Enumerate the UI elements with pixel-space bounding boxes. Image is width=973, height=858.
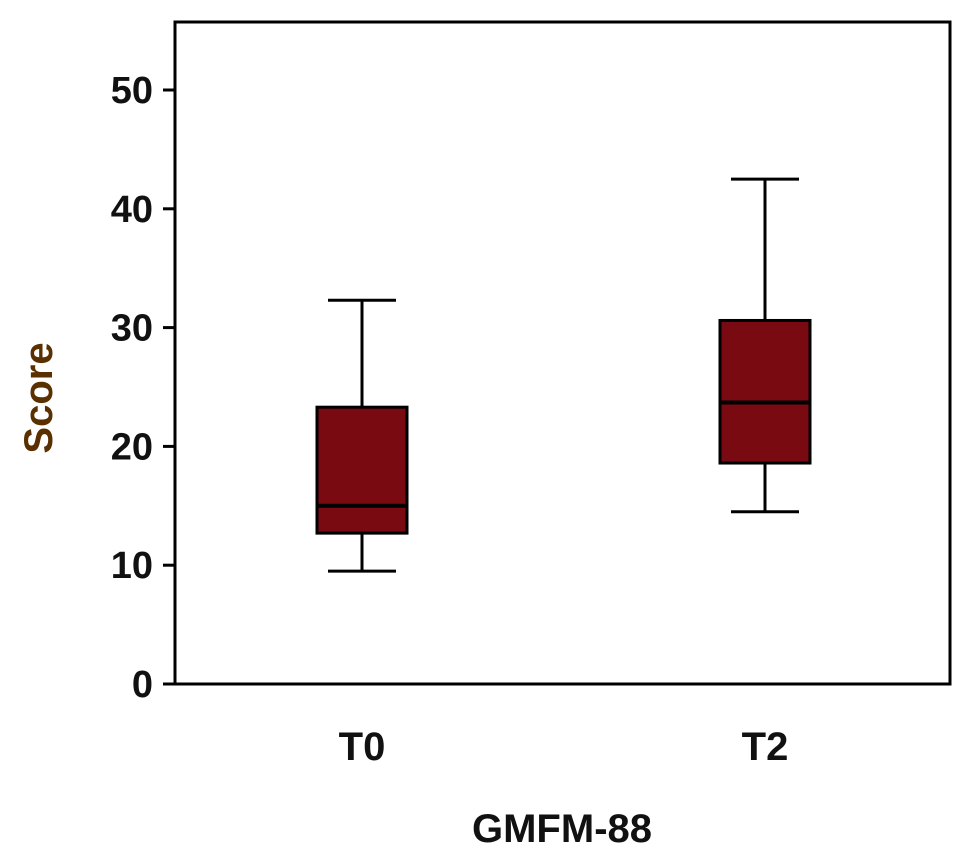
x-category-label: T0 <box>339 725 386 769</box>
y-tick-label: 0 <box>132 664 153 706</box>
y-tick-label: 40 <box>111 189 153 231</box>
y-tick-label: 20 <box>111 426 153 468</box>
y-axis-ticks: 0 10 20 30 40 50 <box>111 70 175 706</box>
iqr-box <box>315 405 409 535</box>
plot-frame <box>173 20 952 686</box>
y-tick-label: 30 <box>111 308 153 350</box>
y-tick-label: 50 <box>111 70 153 112</box>
x-axis-label: GMFM-88 <box>472 807 652 851</box>
box-t0 <box>315 298 409 573</box>
iqr-box <box>718 318 812 465</box>
boxes-layer <box>315 177 812 573</box>
y-tick-label: 10 <box>111 545 153 587</box>
y-axis-label: Score <box>17 342 61 453</box>
x-axis-categories: T0 T2 <box>339 725 789 769</box>
box-t2 <box>718 177 812 514</box>
x-category-label: T2 <box>742 725 789 769</box>
